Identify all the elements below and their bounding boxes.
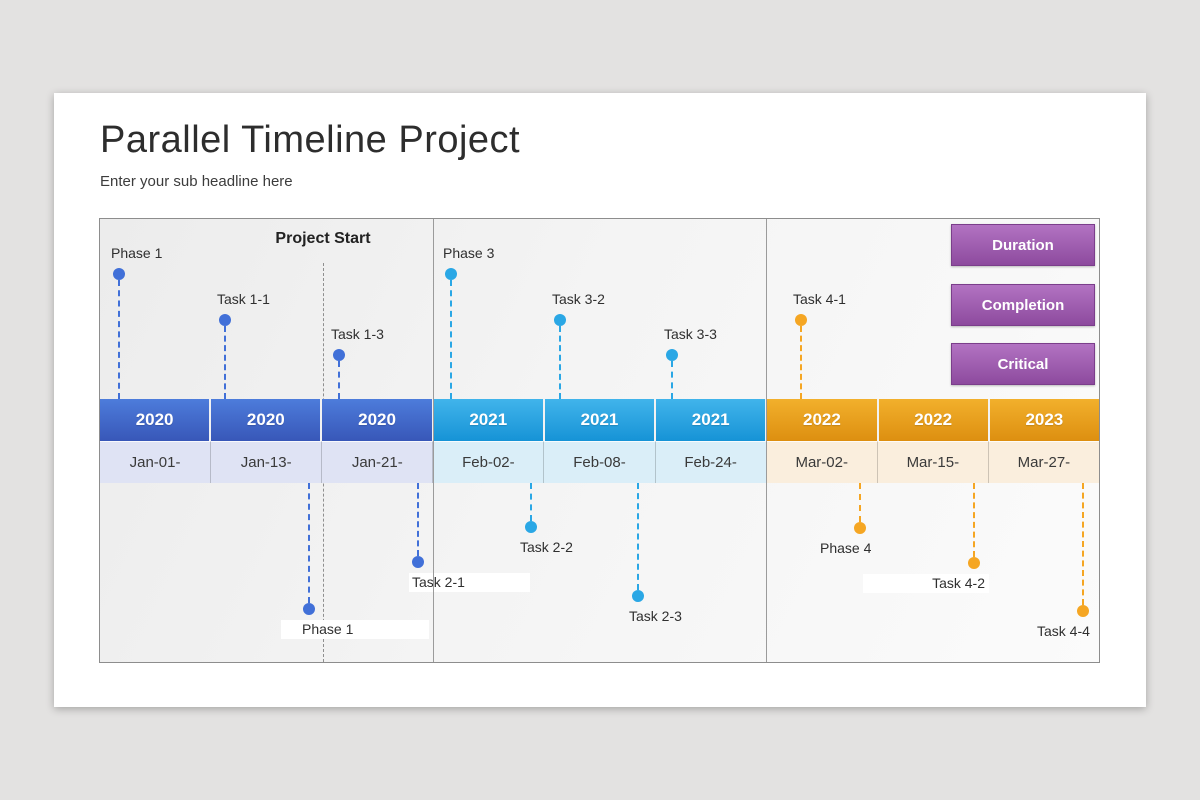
- marker-label: Phase 4: [820, 540, 872, 556]
- slide-subtitle: Enter your sub headline here: [100, 173, 293, 190]
- marker-line: [450, 280, 452, 399]
- marker-dot-icon: [303, 603, 315, 615]
- marker-line: [800, 326, 802, 399]
- year-cell: 2022: [878, 399, 990, 441]
- marker-line: [224, 326, 226, 399]
- timeline-table: Project Start 2020 2020 2020 2021 2021 2…: [99, 218, 1100, 663]
- year-cell: 2020: [100, 399, 212, 441]
- slide-title: Parallel Timeline Project: [100, 119, 521, 161]
- year-cell: 2020: [211, 399, 323, 441]
- date-cell: Jan-21-: [322, 441, 434, 483]
- marker-label: Phase 1: [281, 620, 429, 639]
- marker-label: Task 4-4: [1037, 623, 1090, 639]
- year-cell: 2023: [989, 399, 1099, 441]
- year-cell: 2021: [433, 399, 545, 441]
- marker-label: Task 3-2: [552, 291, 605, 307]
- date-cell: Feb-08-: [544, 441, 656, 483]
- marker-dot-icon: [445, 268, 457, 280]
- legend-duration-button[interactable]: Duration: [951, 224, 1095, 266]
- marker-line: [308, 483, 310, 603]
- marker-dot-icon: [554, 314, 566, 326]
- marker-label: Task 4-2: [863, 574, 989, 593]
- marker-dot-icon: [632, 590, 644, 602]
- marker-dot-icon: [795, 314, 807, 326]
- marker-dot-icon: [219, 314, 231, 326]
- marker-line: [118, 280, 120, 399]
- year-cell: 2021: [544, 399, 657, 441]
- marker-label: Task 1-3: [331, 326, 384, 342]
- legend-completion-button[interactable]: Completion: [951, 284, 1095, 326]
- marker-dot-icon: [412, 556, 424, 568]
- date-cell: Jan-13-: [211, 441, 323, 483]
- year-band: 2020 2020 2020 2021 2021 2021 2022 2022 …: [100, 399, 1099, 441]
- marker-dot-icon: [525, 521, 537, 533]
- marker-dot-icon: [333, 349, 345, 361]
- marker-label: Task 2-3: [629, 608, 682, 624]
- marker-line: [859, 483, 861, 522]
- marker-label: Phase 1: [111, 245, 163, 261]
- marker-label: Phase 3: [443, 245, 495, 261]
- marker-label: Task 2-2: [520, 539, 573, 555]
- marker-label: Task 4-1: [793, 291, 846, 307]
- marker-dot-icon: [666, 349, 678, 361]
- marker-label: Task 2-1: [409, 573, 530, 592]
- marker-line: [417, 483, 419, 556]
- year-cell: 2020: [322, 399, 434, 441]
- marker-line: [559, 326, 561, 399]
- section-divider: [433, 219, 434, 662]
- date-cell: Mar-27-: [988, 441, 1099, 483]
- date-cell: Jan-01-: [100, 441, 212, 483]
- marker-dot-icon: [113, 268, 125, 280]
- project-start-label: Project Start: [275, 230, 371, 247]
- marker-line: [973, 483, 975, 557]
- section-divider: [766, 219, 767, 662]
- legend-critical-button[interactable]: Critical: [951, 343, 1095, 385]
- marker-label: Task 3-3: [664, 326, 717, 342]
- year-cell: 2022: [767, 399, 879, 441]
- date-cell: Feb-24-: [655, 441, 767, 483]
- date-cell: Mar-15-: [877, 441, 989, 483]
- marker-dot-icon: [968, 557, 980, 569]
- marker-line: [637, 483, 639, 590]
- date-band: Jan-01- Jan-13- Jan-21- Feb-02- Feb-08- …: [100, 441, 1099, 483]
- marker-dot-icon: [1077, 605, 1089, 617]
- marker-line: [530, 483, 532, 521]
- marker-line: [1082, 483, 1084, 605]
- date-cell: Mar-02-: [766, 441, 878, 483]
- marker-label: Task 1-1: [217, 291, 270, 307]
- marker-line: [671, 361, 673, 399]
- date-cell: Feb-02-: [433, 441, 545, 483]
- year-cell: 2021: [656, 399, 768, 441]
- marker-line: [338, 361, 340, 399]
- marker-dot-icon: [854, 522, 866, 534]
- slide-card: Parallel Timeline Project Enter your sub…: [54, 93, 1146, 707]
